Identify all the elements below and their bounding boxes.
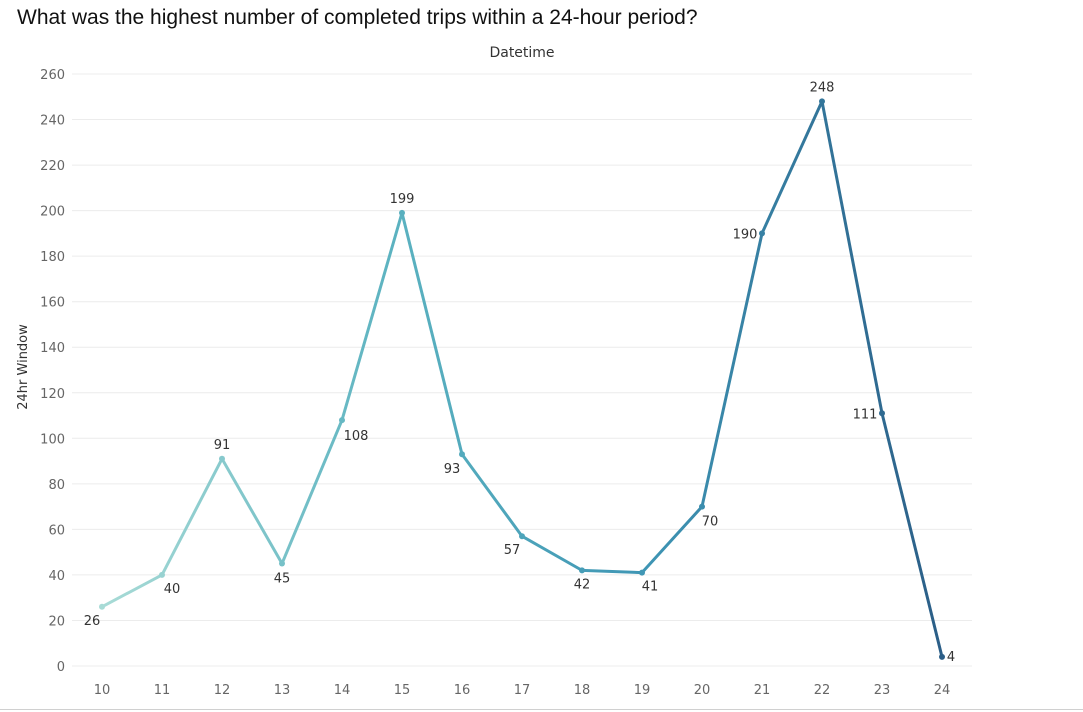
x-tick-label: 20 [694, 683, 711, 698]
data-point [819, 98, 825, 105]
y-tick-label: 160 [40, 296, 65, 311]
x-tick-label: 14 [334, 683, 351, 698]
x-tick-label: 15 [394, 683, 411, 698]
x-tick-label: 18 [574, 683, 591, 698]
data-point [99, 603, 105, 610]
data-labels: 26 40 91 45 108 199 93 57 42 41 70 190 248 111 4 [84, 80, 955, 665]
y-axis-label: 24hr Window [16, 324, 31, 410]
data-label: 111 [853, 407, 878, 422]
x-tick-label: 12 [214, 683, 231, 698]
data-point [879, 410, 885, 417]
data-points [99, 98, 945, 660]
y-tick-label: 260 [40, 68, 65, 83]
x-tick-label: 21 [754, 683, 771, 698]
y-tick-labels: 0 20 40 60 80 100 120 140 160 180 200 220 240 260 [40, 68, 65, 675]
y-tick-label: 60 [48, 523, 65, 538]
y-tick-label: 200 [40, 205, 65, 220]
x-tick-label: 10 [94, 683, 111, 698]
data-label: 248 [810, 80, 835, 95]
x-tick-label: 22 [814, 683, 831, 698]
gridlines [72, 73, 972, 667]
data-point [699, 503, 705, 510]
page-title: What was the highest number of completed… [17, 6, 698, 29]
y-tick-label: 180 [40, 250, 65, 265]
data-label: 26 [84, 614, 101, 629]
data-label: 190 [733, 227, 758, 242]
data-point [279, 560, 285, 567]
y-tick-label: 100 [40, 432, 65, 447]
y-tick-label: 20 [48, 614, 65, 629]
data-label: 45 [274, 572, 291, 587]
x-tick-label: 13 [274, 683, 291, 698]
x-tick-label: 11 [154, 683, 171, 698]
x-tick-label: 19 [634, 683, 651, 698]
y-tick-label: 220 [40, 159, 65, 174]
data-label: 91 [214, 438, 231, 453]
data-label: 41 [642, 580, 659, 595]
data-label: 4 [947, 650, 955, 665]
y-tick-label: 80 [48, 478, 65, 493]
data-point [519, 533, 525, 540]
data-point [339, 417, 345, 424]
x-tick-label: 17 [514, 683, 531, 698]
y-tick-label: 240 [40, 114, 65, 129]
data-label: 108 [344, 429, 369, 444]
y-tick-label: 0 [57, 660, 65, 675]
x-tick-label: 23 [874, 683, 891, 698]
y-tick-label: 140 [40, 341, 65, 356]
series-path [100, 99, 944, 659]
data-point [579, 567, 585, 574]
data-label: 42 [574, 577, 591, 592]
data-point [159, 571, 165, 578]
x-tick-label: 16 [454, 683, 471, 698]
data-label: 70 [702, 515, 719, 530]
data-label: 199 [390, 192, 415, 207]
chart-header: Datetime [489, 45, 554, 61]
data-label: 57 [504, 543, 521, 558]
y-tick-label: 120 [40, 387, 65, 402]
bottom-border [0, 709, 1083, 710]
data-point [939, 653, 945, 660]
data-point [399, 209, 405, 216]
x-tick-label: 24 [934, 683, 951, 698]
data-label: 40 [164, 582, 181, 597]
data-point [459, 451, 465, 458]
data-point [639, 569, 645, 576]
y-tick-label: 40 [48, 569, 65, 584]
x-tick-labels: 10 11 12 13 14 15 16 17 18 19 20 21 22 23 24 [94, 683, 951, 698]
data-point [219, 455, 225, 462]
data-label: 93 [444, 462, 461, 477]
series-line [100, 99, 944, 659]
data-point [759, 230, 765, 237]
